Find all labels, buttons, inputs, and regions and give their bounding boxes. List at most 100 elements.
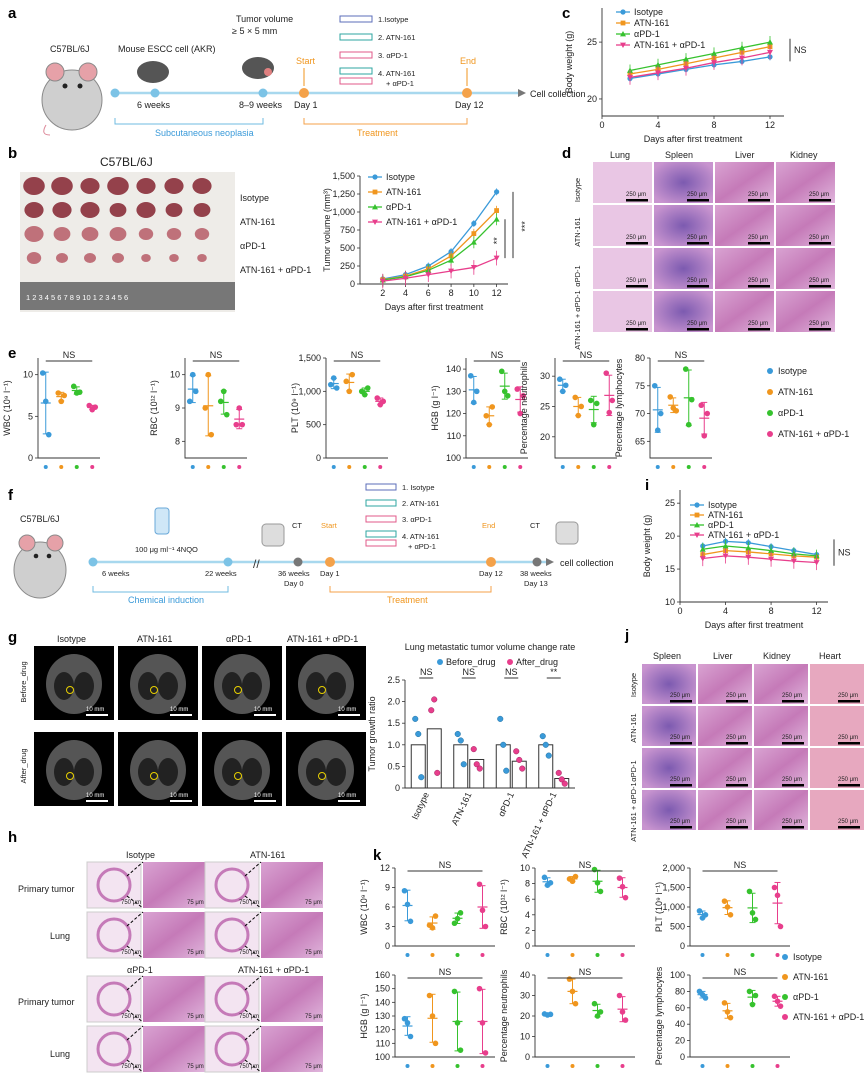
data-point — [790, 558, 797, 565]
group-dot — [620, 953, 625, 957]
histology-tile — [698, 790, 752, 830]
group-dot — [347, 465, 352, 469]
panel-a: a C57BL/6J Mouse ESCC cell (AKR) Tumor v… — [8, 5, 586, 138]
y-tick-label: 750 — [340, 225, 355, 235]
f-d13: Day 13 — [524, 579, 548, 588]
y-tick-label: 15 — [665, 564, 675, 574]
timeline-node-start — [299, 88, 309, 98]
scale-label: 250 μm — [626, 278, 646, 284]
histology-tile — [754, 748, 808, 788]
drug-1: 1.Isotype — [378, 15, 408, 24]
y-tick-label: 9 — [385, 883, 390, 893]
tumor-specimen — [80, 202, 100, 218]
scale-label: 250 μm — [782, 693, 802, 699]
zoom-line — [244, 861, 262, 877]
dotplot-k6: 0 20 40 60 80 100 Percentage lymphocytes NS — [654, 966, 790, 1068]
group-dot — [90, 465, 95, 469]
x-tick-label: 2 — [380, 288, 385, 298]
ct-lung — [138, 672, 158, 700]
h-row-primary-2: Primary tumor — [18, 997, 75, 1007]
legend-dot — [767, 368, 773, 374]
scale-label: 250 μm — [726, 777, 746, 783]
g-col-isotype: Isotype — [57, 634, 86, 644]
histology-grid-j: 250 μm 250 μm 250 μm 250 μm 250 μm 250 μm 250 … — [642, 664, 864, 830]
data-point — [685, 421, 692, 428]
y-axis-label: Percentage lymphocytes — [614, 358, 624, 457]
data-point — [380, 398, 387, 405]
h-row-primary-1: Primary tumor — [18, 884, 75, 894]
scale-label: 250 μm — [670, 693, 690, 699]
data-point — [520, 392, 527, 399]
legend-label: ATN-161 — [793, 972, 828, 982]
photo-title: C57BL/6J — [100, 155, 153, 169]
group-dot — [487, 465, 492, 469]
data-point — [498, 368, 505, 375]
ns-annotation: NS — [351, 350, 364, 360]
ct-lung — [306, 672, 326, 700]
data-point — [470, 399, 477, 406]
f-drug-2: 2. ATN-161 — [402, 499, 439, 508]
series-line-ATN-161 + αPD-1 — [382, 257, 497, 282]
histology-grid-d: 250 μm 250 μm 250 μm 250 μm 250 μm 250 μm 250 … — [593, 162, 835, 332]
ns-annotation: NS — [439, 967, 452, 977]
x-tick-label: 0 — [599, 120, 604, 130]
data-point — [517, 410, 524, 417]
y-tick-label: 100 — [446, 453, 461, 463]
dotplot-e3: 0 500 1,000 1,500 PLT (10⁹ l⁻¹) NS — [290, 350, 388, 469]
data-point — [566, 976, 573, 982]
data-point — [471, 220, 477, 227]
timeline-arrow-icon-f — [546, 558, 554, 566]
y-tick-label: 1,500 — [298, 353, 321, 363]
histology-tile — [654, 205, 713, 246]
data-point — [327, 381, 334, 388]
data-point — [476, 985, 483, 992]
y-tick-label: 1,250 — [332, 189, 355, 199]
group-dot — [59, 465, 64, 469]
legend-dot — [507, 659, 513, 665]
histology-zoom — [261, 912, 323, 958]
scale-bar — [726, 742, 748, 745]
data-point — [205, 371, 212, 378]
scale-label: 750 μm — [121, 1014, 141, 1020]
data-point — [591, 1000, 598, 1007]
y-tick-label: 140 — [446, 364, 461, 374]
black-mouse-icon — [137, 61, 169, 83]
data-point — [76, 389, 83, 395]
y-tick-label: 25 — [665, 498, 675, 508]
data-point — [401, 887, 408, 894]
x-axis-label: Days after first treatment — [385, 302, 484, 312]
legend-dot — [782, 974, 788, 980]
scale-label: 75 μm — [187, 1064, 204, 1070]
ns-annotation: NS — [439, 860, 452, 870]
f-mouse-strain: C57BL/6J — [20, 514, 60, 524]
zoom-line — [244, 895, 262, 909]
data-point — [479, 907, 486, 914]
x-tick-label: Isotype — [410, 791, 431, 822]
scale-label: 10 mm — [170, 707, 188, 713]
data-point — [186, 398, 193, 405]
h-group-combo: ATN-161 + αPD-1 — [238, 965, 309, 975]
scale-bar — [782, 700, 804, 703]
data-point-after — [434, 769, 441, 776]
data-point — [45, 431, 52, 438]
tumor-specimen — [166, 228, 182, 240]
axis-lines — [689, 975, 790, 1058]
d-col-liver: Liver — [735, 150, 755, 160]
y-tick-label: 30 — [540, 371, 550, 381]
d-row-isotype: Isotype — [573, 178, 582, 202]
data-point — [654, 427, 661, 434]
tumor-marker — [234, 686, 242, 694]
timeline-node — [110, 88, 120, 98]
y-tick-label: 10 — [520, 1032, 530, 1042]
data-point — [429, 925, 436, 931]
syringe-list: 1.Isotype 2. ATN-161 3. αPD-1 4. ATN-161… — [339, 15, 415, 88]
legend-label: After_drug — [516, 657, 558, 667]
photo-row-apd1: αPD-1 — [240, 241, 266, 251]
f-ct-1: CT — [292, 521, 302, 530]
sig-annotation: NS — [462, 667, 475, 677]
scale-bar — [809, 242, 831, 245]
data-point — [622, 1017, 629, 1023]
tumor-specimen — [141, 254, 151, 262]
data-point — [86, 402, 93, 409]
data-point — [590, 421, 597, 428]
